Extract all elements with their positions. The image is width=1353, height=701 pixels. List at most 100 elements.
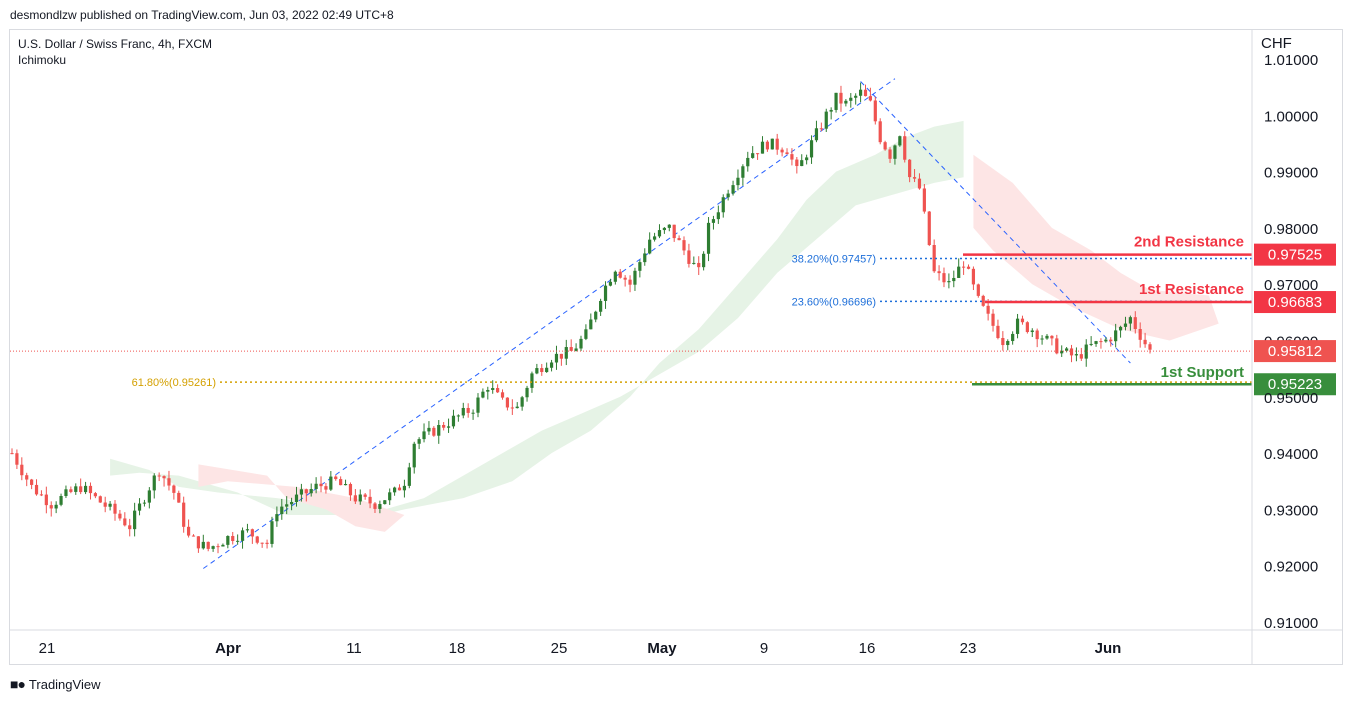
candle-body (201, 541, 205, 549)
candle-body (569, 347, 573, 351)
candle-body (618, 271, 622, 278)
candle-body (314, 483, 318, 490)
candle-body (628, 279, 632, 285)
candle-body (93, 493, 97, 497)
cloud-bullish (110, 120, 964, 521)
candle-body (844, 100, 848, 104)
candle-body (388, 492, 392, 501)
candle-body (854, 95, 858, 98)
candle-body (49, 505, 53, 509)
candle-body (255, 536, 259, 543)
candle-body (496, 388, 500, 393)
candle-body (751, 153, 755, 158)
candle-body (952, 277, 956, 282)
y-tick-label: 0.97000 (1264, 277, 1318, 294)
candle-body (932, 245, 936, 272)
candle-body (417, 439, 421, 444)
candle-body (736, 177, 740, 186)
candle-body (137, 503, 142, 511)
candle-body (687, 250, 691, 264)
candle-body (942, 273, 946, 283)
candle-body (805, 157, 809, 161)
candle-body (383, 500, 387, 505)
candle-body (231, 536, 235, 541)
candle-body (726, 193, 730, 198)
candle-body (692, 262, 696, 264)
candle-body (785, 152, 789, 155)
candle-body (1094, 341, 1098, 344)
candle-body (986, 305, 990, 314)
candle-body (437, 424, 441, 436)
x-tick-label: 23 (960, 640, 977, 657)
candle-body (343, 484, 348, 486)
candle-body (393, 487, 397, 493)
candle-body (922, 188, 926, 212)
candle-body (280, 506, 284, 515)
candle-body (893, 145, 897, 159)
candle-body (1138, 328, 1142, 340)
x-tick-label: 9 (760, 640, 768, 657)
publisher-line: desmondlzw published on TradingView.com,… (10, 8, 394, 22)
ichimoku-cloud (110, 120, 1219, 532)
candle-body (133, 510, 137, 530)
price-tag (1254, 291, 1336, 314)
candle-body (1045, 335, 1049, 339)
cloud-bearish (973, 154, 1219, 341)
support-label: 1st Support (1161, 364, 1244, 381)
candle-body (147, 490, 151, 503)
candle-body (476, 397, 480, 413)
x-tick-label: 25 (551, 640, 568, 657)
candle-body (309, 489, 313, 494)
candle-body (765, 141, 769, 150)
candle-body (608, 281, 613, 286)
candle-body (996, 325, 1000, 339)
fib-label: 38.20%(0.97457) (792, 253, 876, 265)
candle-body (898, 136, 902, 146)
candle-body (1065, 348, 1069, 351)
candle-body (1006, 341, 1010, 346)
candle-body (574, 348, 578, 351)
candle-body (672, 224, 676, 239)
candle-body (319, 483, 323, 487)
candle-body (1099, 341, 1103, 343)
x-tick-label: May (647, 640, 677, 657)
candle-body (780, 149, 784, 153)
candle-body (849, 97, 853, 101)
candle-body (456, 415, 460, 417)
candle-body (706, 222, 711, 254)
candle-body (329, 476, 333, 490)
candle-body (245, 529, 250, 531)
candle-body (991, 313, 995, 326)
candle-body (589, 319, 593, 330)
candle-body (760, 141, 765, 154)
candle-body (275, 514, 279, 522)
price-tag-label: 0.97525 (1268, 247, 1322, 264)
candle-body (603, 285, 608, 301)
candle-body (1040, 338, 1044, 340)
candle-body (368, 496, 372, 504)
candle-body (790, 154, 794, 160)
candle-body (858, 89, 863, 96)
candle-body (947, 281, 951, 283)
candle-body (113, 503, 117, 514)
candle-body (888, 149, 892, 159)
uptrend-line (203, 78, 896, 569)
candle-body (446, 426, 451, 428)
candle-body (746, 157, 750, 167)
candle-body (79, 486, 83, 493)
candle-body (579, 338, 583, 349)
candle-body (236, 540, 240, 542)
candle-body (731, 185, 735, 194)
chart-title: U.S. Dollar / Swiss Franc, 4h, FXCM Ichi… (18, 36, 212, 68)
candle-body (451, 415, 456, 427)
candle-body (1128, 317, 1132, 324)
footer[interactable]: ■● TradingView (10, 676, 100, 692)
candle-body (128, 525, 132, 530)
current-price-tag-label: 0.95812 (1268, 343, 1322, 360)
candle-body (795, 159, 799, 167)
candle-body (491, 388, 495, 390)
candle-body (903, 136, 907, 160)
candle-body (1025, 322, 1029, 333)
candle-body (1074, 354, 1079, 356)
